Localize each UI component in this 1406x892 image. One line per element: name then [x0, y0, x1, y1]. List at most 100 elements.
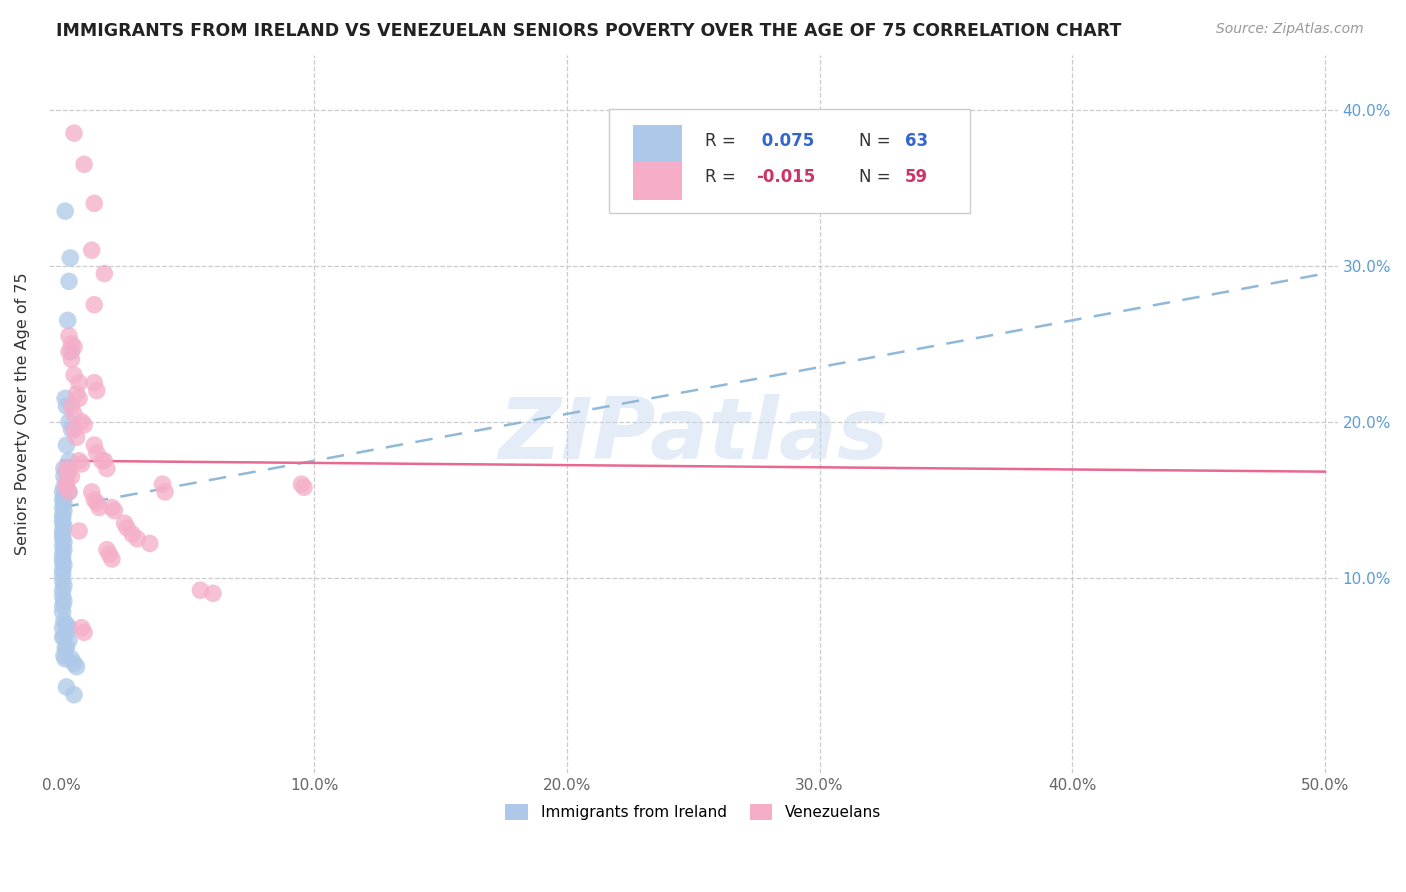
Point: [56, 313, 79, 327]
Point: [60, 344, 83, 359]
Point: [52, 594, 75, 608]
Text: N =: N =: [859, 168, 897, 186]
Point: [52, 630, 75, 644]
Point: [63, 126, 86, 140]
Point: [83, 438, 105, 452]
Point: [86, 496, 108, 510]
Point: [90, 454, 112, 468]
Point: [55, 625, 77, 640]
Point: [83, 196, 105, 211]
Point: [63, 407, 86, 421]
Point: [55, 461, 77, 475]
Point: [59, 251, 82, 265]
Point: [52, 578, 75, 592]
Point: [55, 474, 77, 488]
Point: [52, 630, 75, 644]
Point: [63, 657, 86, 671]
Point: [55, 399, 77, 413]
Point: [67, 524, 90, 538]
Point: [58, 621, 80, 635]
Point: [73, 417, 96, 432]
Point: [83, 376, 105, 390]
Point: [153, 485, 176, 500]
Point: [55, 640, 77, 655]
Point: [55, 680, 77, 694]
Point: [98, 547, 121, 561]
Point: [55, 480, 77, 494]
Text: IMMIGRANTS FROM IRELAND VS VENEZUELAN SENIORS POVERTY OVER THE AGE OF 75 CORRELA: IMMIGRANTS FROM IRELAND VS VENEZUELAN SE…: [56, 22, 1122, 40]
Point: [292, 480, 315, 494]
Point: [63, 688, 86, 702]
Point: [93, 267, 115, 281]
Point: [53, 204, 76, 219]
Text: 0.075: 0.075: [756, 132, 814, 150]
Point: [52, 485, 75, 500]
Legend: Immigrants from Ireland, Venezuelans: Immigrants from Ireland, Venezuelans: [499, 797, 887, 826]
Text: -0.015: -0.015: [756, 168, 815, 186]
Point: [67, 392, 90, 406]
Point: [58, 633, 80, 648]
Point: [52, 552, 75, 566]
Point: [60, 399, 83, 413]
Point: [58, 454, 80, 468]
Point: [52, 503, 75, 517]
Text: 59: 59: [904, 168, 928, 186]
Point: [52, 615, 75, 629]
Point: [52, 519, 75, 533]
Point: [58, 274, 80, 288]
Point: [290, 477, 312, 491]
Point: [63, 368, 86, 382]
Point: [52, 555, 75, 569]
Point: [65, 386, 87, 401]
Point: [53, 640, 76, 655]
Point: [60, 352, 83, 367]
Point: [115, 521, 138, 535]
Point: [52, 469, 75, 483]
Point: [67, 454, 90, 468]
Point: [60, 423, 83, 437]
Point: [52, 532, 75, 546]
Point: [190, 583, 212, 598]
Point: [52, 527, 75, 541]
Point: [63, 340, 86, 354]
Point: [86, 384, 108, 398]
Point: [52, 542, 75, 557]
Text: 63: 63: [904, 132, 928, 150]
Point: [58, 485, 80, 500]
Text: Source: ZipAtlas.com: Source: ZipAtlas.com: [1216, 22, 1364, 37]
Point: [52, 492, 75, 507]
Point: [52, 599, 75, 613]
Point: [58, 329, 80, 343]
Point: [52, 547, 75, 561]
Point: [52, 605, 75, 619]
Y-axis label: Seniors Poverty Over the Age of 75: Seniors Poverty Over the Age of 75: [15, 273, 30, 555]
Point: [52, 563, 75, 577]
Point: [96, 461, 118, 475]
Point: [58, 344, 80, 359]
Point: [80, 243, 103, 257]
Text: R =: R =: [704, 168, 741, 186]
Point: [58, 415, 80, 429]
Point: [121, 527, 143, 541]
Text: N =: N =: [859, 132, 897, 150]
Point: [52, 524, 75, 538]
Text: R =: R =: [704, 132, 741, 150]
Point: [52, 558, 75, 573]
FancyBboxPatch shape: [609, 109, 970, 213]
Point: [86, 446, 108, 460]
Point: [80, 485, 103, 500]
Point: [52, 480, 75, 494]
Point: [83, 492, 105, 507]
Point: [60, 469, 83, 483]
Point: [70, 621, 93, 635]
Point: [93, 454, 115, 468]
Point: [67, 376, 90, 390]
Point: [53, 392, 76, 406]
FancyBboxPatch shape: [633, 161, 682, 200]
Point: [52, 648, 75, 663]
Point: [127, 532, 149, 546]
Point: [52, 508, 75, 523]
Point: [52, 540, 75, 554]
Point: [52, 516, 75, 530]
Point: [53, 652, 76, 666]
